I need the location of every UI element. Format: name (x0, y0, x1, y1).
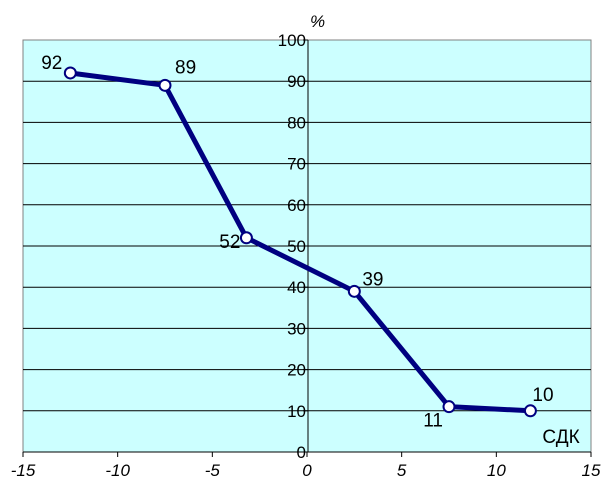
y-tick-label: 90 (287, 72, 306, 91)
annotations-group: СДК (542, 427, 579, 448)
data-label: 39 (362, 269, 383, 290)
y-tick-label: 100 (278, 31, 306, 50)
y-tick-label: 40 (287, 278, 306, 297)
data-point (523, 404, 537, 418)
y-axis-label: % (310, 12, 325, 31)
x-tick-label: -15 (11, 461, 36, 480)
x-tick-label: 5 (397, 461, 407, 480)
y-tick-label: 70 (287, 155, 306, 174)
x-tick-label: 15 (582, 461, 601, 480)
x-tick-label: -10 (105, 461, 130, 480)
x-axis: -15 -10 -5 0 5 10 15 (11, 451, 601, 480)
series-line (67, 70, 533, 414)
data-point (442, 400, 456, 414)
x-tick-label: -5 (205, 461, 221, 480)
data-labels-group: 92 89 52 39 11 10 (41, 53, 553, 432)
data-label: 11 (423, 411, 443, 432)
data-label: 92 (41, 53, 62, 74)
data-point (63, 66, 77, 80)
y-tick-label: 10 (287, 402, 306, 421)
y-tick-label: 20 (287, 361, 306, 380)
y-tick-label: 50 (287, 237, 306, 256)
data-label: 89 (175, 57, 196, 78)
data-label: 10 (532, 385, 553, 406)
annotation-label: СДК (542, 427, 579, 448)
data-label: 52 (219, 232, 240, 253)
data-point (239, 231, 253, 245)
series-group (63, 66, 537, 418)
y-tick-label: 30 (287, 319, 306, 338)
data-point (158, 78, 172, 92)
y-tick-label: 60 (287, 196, 306, 215)
y-tick-label: 80 (287, 113, 306, 132)
x-tick-label: 10 (487, 461, 506, 480)
data-point (347, 284, 361, 298)
x-tick-label: 0 (302, 461, 312, 480)
